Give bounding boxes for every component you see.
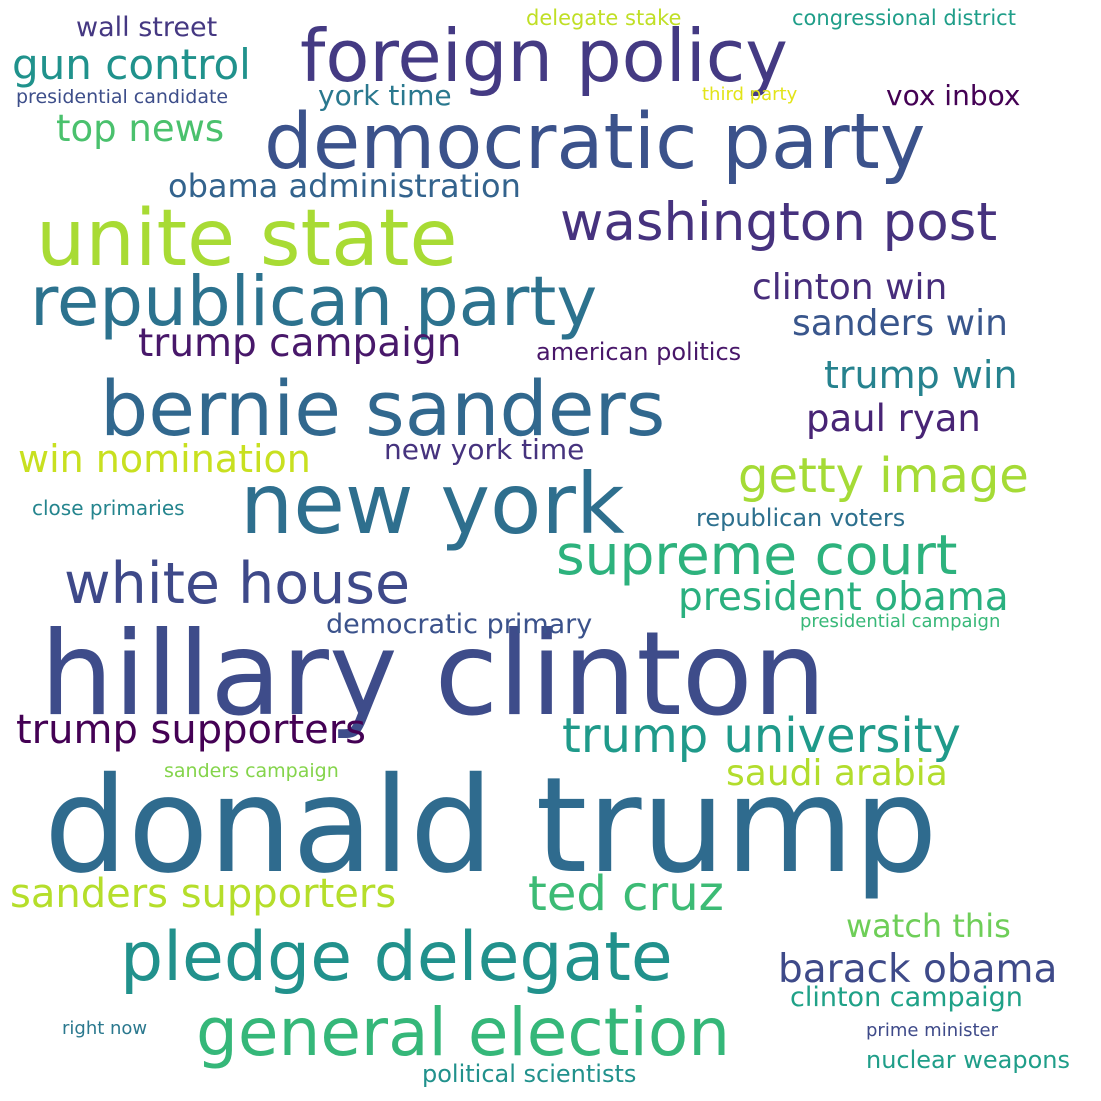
word-delegate-stake: delegate stake bbox=[526, 6, 682, 30]
word-win-nomination: win nomination bbox=[18, 437, 311, 481]
word-sanders-supporters: sanders supporters bbox=[10, 871, 397, 917]
word-republican-party: republican party bbox=[30, 262, 598, 342]
word-new-york: new york bbox=[240, 455, 625, 553]
word-unite-state: unite state bbox=[36, 194, 458, 284]
word-general-election: general election bbox=[196, 994, 731, 1071]
word-prime-minister: prime minister bbox=[866, 1020, 999, 1041]
word-close-primaries: close primaries bbox=[32, 496, 185, 520]
word-foreign-policy: foreign policy bbox=[300, 14, 788, 98]
word-congressional-district: congressional district bbox=[792, 6, 1016, 30]
word-third-party: third party bbox=[702, 84, 798, 105]
word-clinton-campaign: clinton campaign bbox=[790, 982, 1023, 1013]
word-political-scientists: political scientists bbox=[422, 1060, 637, 1088]
word-republican-voters: republican voters bbox=[696, 504, 906, 532]
word-paul-ryan: paul ryan bbox=[806, 397, 981, 440]
word-saudi-arabia: saudi arabia bbox=[726, 753, 948, 794]
word-democratic-primary: democratic primary bbox=[326, 609, 593, 640]
word-sanders-win: sanders win bbox=[792, 303, 1008, 344]
word-sanders-campaign: sanders campaign bbox=[164, 760, 339, 782]
word-bernie-sanders: bernie sanders bbox=[100, 364, 666, 453]
word-supreme-court: supreme court bbox=[556, 523, 958, 587]
word-trump-win: trump win bbox=[824, 353, 1018, 397]
word-barack-obama: barack obama bbox=[778, 947, 1058, 992]
word-president-obama: president obama bbox=[678, 575, 1009, 620]
word-clinton-win: clinton win bbox=[752, 267, 948, 308]
word-wall-street: wall street bbox=[76, 12, 218, 43]
word-democratic-party: democratic party bbox=[264, 98, 926, 187]
word-american-politics: american politics bbox=[536, 338, 742, 366]
word-right-now: right now bbox=[62, 1018, 148, 1039]
word-donald-trump: donald trump bbox=[44, 749, 938, 903]
word-vox-inbox: vox inbox bbox=[886, 79, 1021, 112]
word-trump-supporters: trump supporters bbox=[16, 707, 367, 753]
word-top-news: top news bbox=[56, 107, 225, 150]
word-york-time: york time bbox=[318, 79, 452, 112]
word-ted-cruz: ted cruz bbox=[528, 866, 724, 922]
word-watch-this: watch this bbox=[846, 907, 1011, 945]
word-pledge-delegate: pledge delegate bbox=[120, 918, 673, 997]
word-hillary-clinton: hillary clinton bbox=[40, 607, 827, 742]
word-obama-administration: obama administration bbox=[168, 167, 521, 205]
word-nuclear-weapons: nuclear weapons bbox=[866, 1046, 1070, 1074]
word-presidential-campaign: presidential campaign bbox=[800, 611, 1001, 632]
word-new-york-time: new york time bbox=[384, 433, 585, 466]
word-trump-university: trump university bbox=[562, 708, 961, 764]
word-washington-post: washington post bbox=[560, 192, 998, 253]
word-presidential-candidate: presidential candidate bbox=[16, 86, 229, 108]
word-gun-control: gun control bbox=[12, 40, 251, 89]
word-white-house: white house bbox=[64, 551, 411, 617]
word-trump-campaign: trump campaign bbox=[138, 321, 462, 366]
word-getty-image: getty image bbox=[738, 448, 1029, 504]
